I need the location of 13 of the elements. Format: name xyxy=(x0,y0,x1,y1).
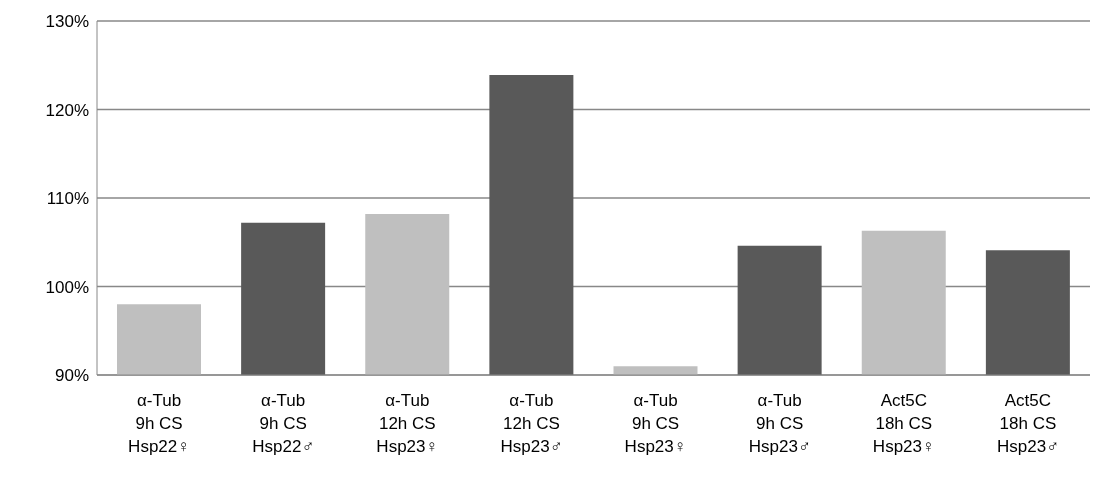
y-tick-label: 100% xyxy=(45,277,89,297)
x-tick-label: Act5C 18h CS Hsp23♀ xyxy=(872,391,935,457)
y-tick-label: 90% xyxy=(54,366,89,386)
y-tick-label: 120% xyxy=(45,100,89,120)
x-tick-label: α-Tub 9h CS Hsp22♀ xyxy=(128,391,191,457)
x-tick-label: Act5C 18h CS Hsp23♂ xyxy=(996,391,1059,457)
y-tick-label: 130% xyxy=(45,12,89,32)
x-tick-label: α-Tub 9h CS Hsp23♀ xyxy=(624,391,687,457)
x-tick-label: α-Tub 12h CS Hsp23♂ xyxy=(500,391,563,457)
x-tick-label: α-Tub 12h CS Hsp23♀ xyxy=(376,391,439,457)
x-tick-label: α-Tub 9h CS Hsp22♂ xyxy=(252,391,315,457)
y-tick-label: 110% xyxy=(46,189,89,209)
x-tick-label: α-Tub 9h CS Hsp23♂ xyxy=(748,391,811,457)
